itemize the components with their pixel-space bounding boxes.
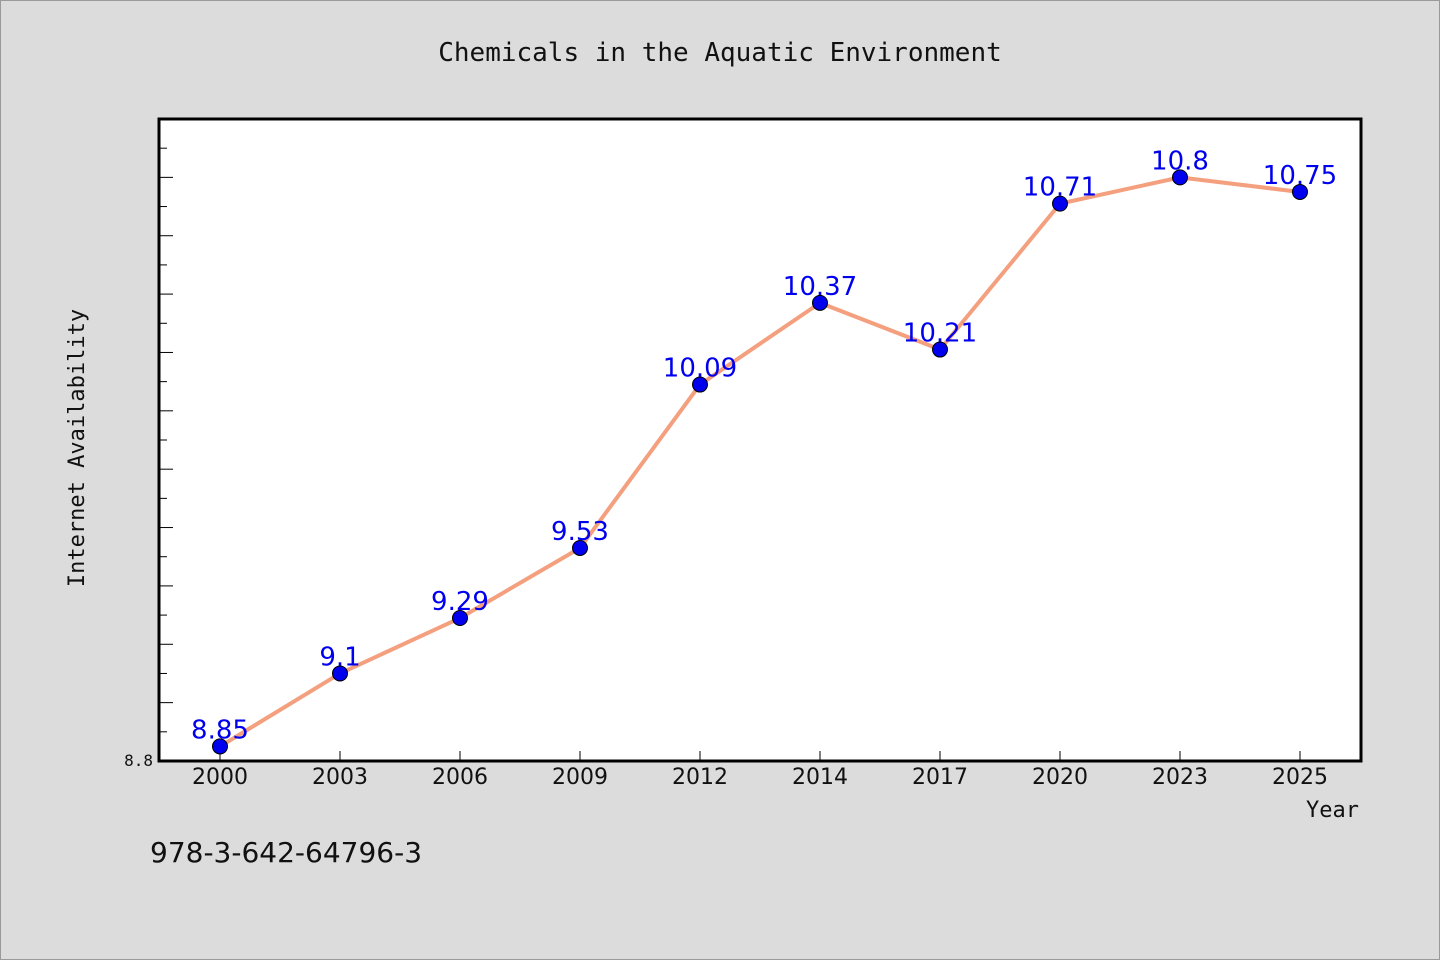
x-axis-ticks: 2000 2003 2006 2009 2012 2014 2017 2020 2023 2025 (192, 751, 1328, 790)
data-point (1292, 183, 1308, 200)
data-point (1172, 169, 1188, 186)
data-point (692, 376, 708, 393)
x-tick-label: 2012 (672, 765, 728, 790)
series-markers (212, 169, 1308, 755)
data-point (452, 610, 468, 627)
x-tick-label: 2009 (552, 765, 608, 790)
x-tick-label: 2025 (1272, 765, 1328, 790)
x-axis-label: Year (1306, 798, 1359, 823)
y-tick-label: 8.8 (124, 751, 153, 770)
data-label: 8.85 (191, 715, 249, 745)
plot-area (157, 117, 1363, 763)
x-tick-label: 2000 (192, 765, 248, 790)
y-axis-ticks (159, 147, 173, 733)
data-point (932, 341, 948, 358)
data-point (572, 539, 588, 556)
data-label: 9.29 (431, 587, 489, 617)
series-line (218, 175, 1301, 749)
x-tick-label: 2020 (1032, 765, 1088, 790)
y-axis-label: Internet Availability (65, 309, 90, 587)
data-label: 10.21 (903, 319, 977, 349)
x-tick-label: 2023 (1152, 765, 1208, 790)
data-labels: 8.85 9.1 9.29 9.53 10.09 10.37 10.21 10.71 10.8 1… (191, 146, 1337, 745)
isbn-note: 978-3-642-64796-3 (150, 836, 422, 869)
data-point (812, 294, 828, 311)
data-point (1052, 195, 1068, 212)
x-tick-label: 2003 (312, 765, 368, 790)
x-tick-label: 2014 (792, 765, 848, 790)
data-label: 9.1 (319, 642, 360, 672)
data-label: 10.37 (783, 272, 857, 302)
data-label: 10.09 (663, 354, 737, 384)
data-point (212, 738, 228, 755)
data-label: 10.8 (1151, 146, 1209, 176)
x-tick-label: 2006 (432, 765, 488, 790)
x-tick-label: 2017 (912, 765, 968, 790)
data-point (332, 665, 348, 682)
data-label: 10.75 (1263, 161, 1337, 191)
data-label: 9.53 (551, 517, 609, 547)
data-label: 10.71 (1023, 173, 1097, 203)
chart-title: Chemicals in the Aquatic Environment (438, 38, 1002, 68)
